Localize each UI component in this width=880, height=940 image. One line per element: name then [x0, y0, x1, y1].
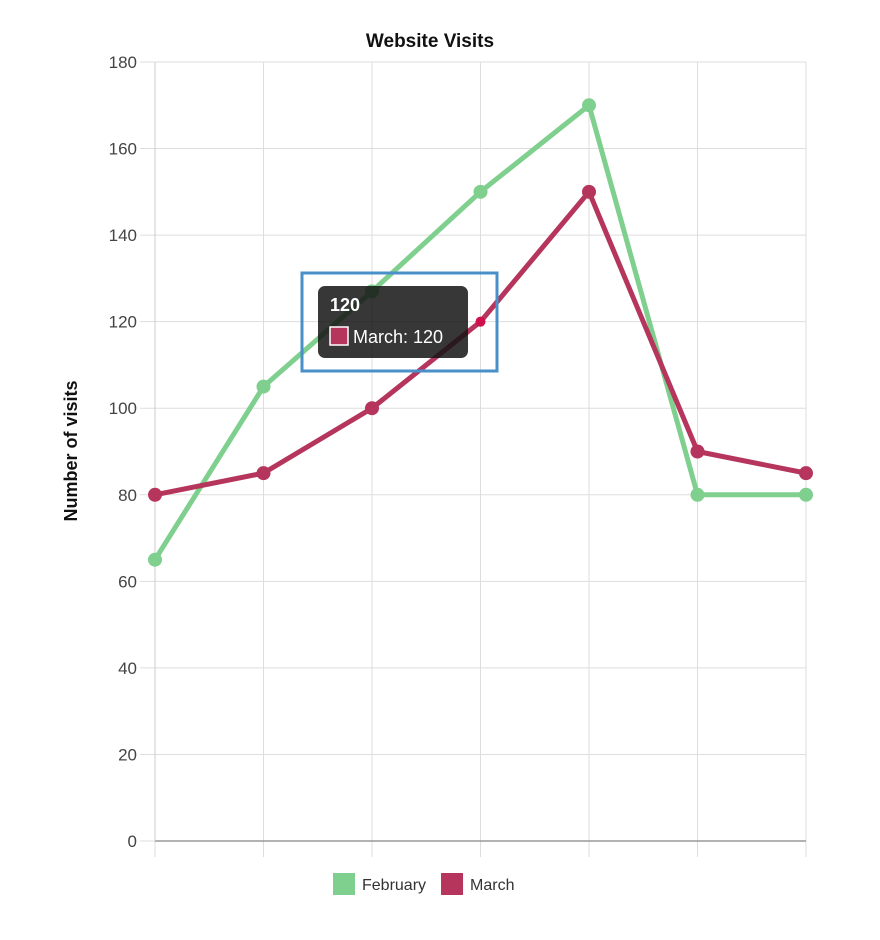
y-tick-label: 0: [128, 832, 137, 851]
data-point: [475, 316, 486, 327]
legend-label: February: [362, 877, 426, 894]
y-tick-label: 120: [109, 313, 137, 332]
tooltip-swatch: [329, 326, 349, 346]
legend-item-march: March: [441, 873, 514, 895]
data-point: [148, 487, 162, 502]
data-point: [148, 552, 162, 567]
y-tick-label: 180: [109, 53, 137, 72]
legend-swatch: [441, 873, 464, 895]
y-tick-label: 100: [109, 399, 137, 418]
tooltip: 120 March: 120: [300, 271, 499, 373]
data-point: [256, 466, 271, 481]
y-tick-label: 80: [118, 486, 137, 505]
data-point: [799, 487, 813, 502]
tooltip-label: March: 120: [353, 327, 443, 347]
y-axis-label: Number of visits: [61, 380, 81, 521]
legend-label: March: [470, 877, 514, 894]
y-tick-label: 60: [118, 572, 137, 591]
series-march: [148, 184, 813, 502]
data-point: [365, 401, 379, 416]
data-point: [582, 184, 596, 199]
legend-swatch: [333, 873, 355, 895]
legend-item-february: February: [333, 873, 426, 895]
tooltip-box: [318, 286, 468, 358]
y-tick-label: 40: [118, 659, 137, 678]
grid: [140, 61, 807, 857]
legend: February March: [333, 873, 514, 895]
y-axis-ticks: 0 20 40 60 80 100 120 140 160 180: [109, 53, 137, 851]
data-point: [473, 184, 488, 199]
data-point: [690, 487, 705, 502]
y-tick-label: 20: [118, 745, 137, 764]
y-tick-label: 160: [109, 140, 137, 159]
data-point: [799, 466, 813, 481]
chart-title: Website Visits: [366, 31, 494, 52]
y-tick-label: 140: [109, 226, 137, 245]
data-point: [690, 444, 705, 459]
data-point: [256, 379, 271, 394]
data-point: [582, 98, 596, 113]
tooltip-title: 120: [330, 295, 360, 315]
highlight-box: [300, 271, 499, 373]
